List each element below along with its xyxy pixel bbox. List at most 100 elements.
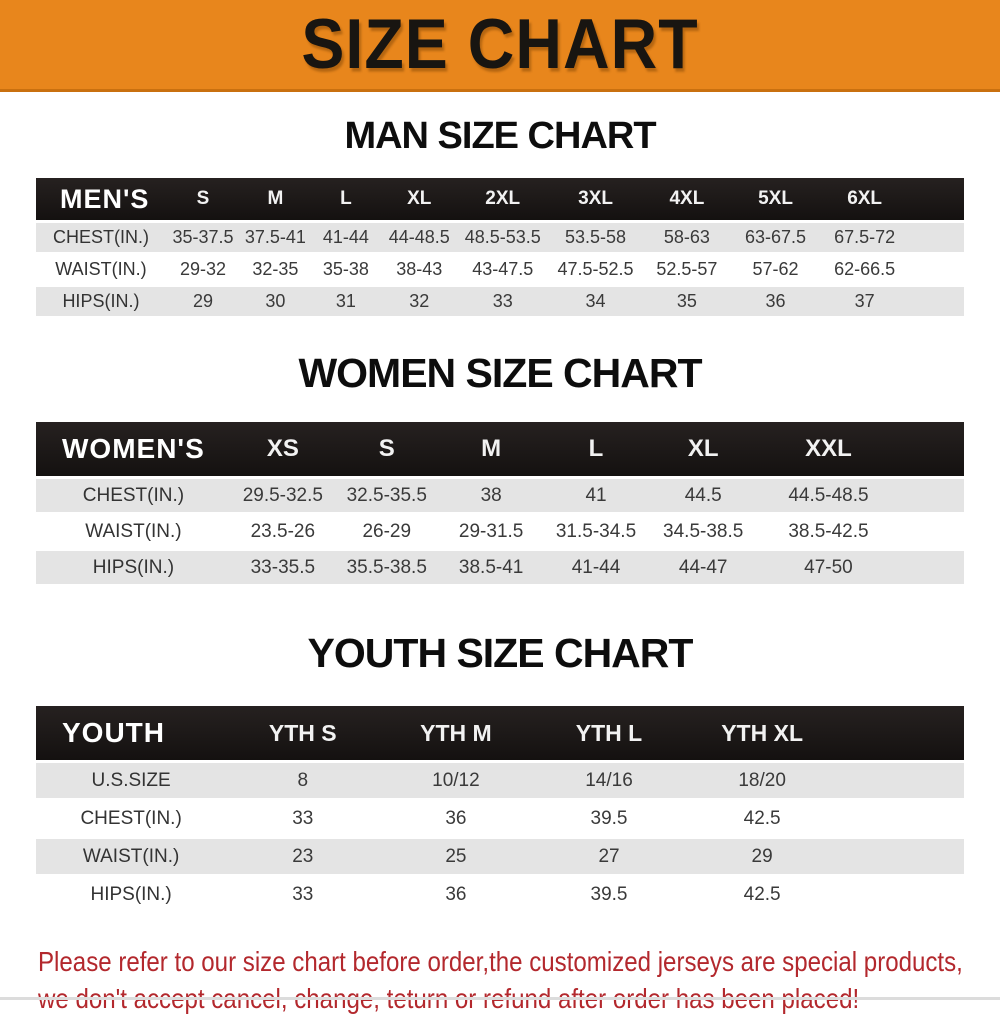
column-header: M (438, 422, 544, 476)
size-value: 23 (226, 839, 380, 874)
table-row: CHEST(IN.) 33 36 39.5 42.5 (36, 801, 964, 836)
column-header: 2XL (457, 178, 549, 220)
women-header-row: WOMEN'S XS S M L XL XXL (36, 422, 964, 476)
size-value: 39.5 (532, 801, 686, 836)
header-spacer (909, 178, 964, 220)
size-value: 32 (381, 287, 458, 316)
size-value: 35.5-38.5 (334, 551, 439, 584)
column-header: 3XL (548, 178, 643, 220)
size-value: 42.5 (685, 877, 839, 912)
row-spacer (909, 255, 964, 284)
column-header: YTH S (226, 706, 380, 760)
row-spacer (838, 763, 964, 798)
size-value: 27 (532, 839, 686, 874)
row-spacer (898, 479, 964, 512)
table-row: CHEST(IN.) 35-37.5 37.5-41 41-44 44-48.5 48.5… (36, 223, 964, 252)
column-header: 5XL (731, 178, 821, 220)
size-value: 29.5-32.5 (230, 479, 335, 512)
size-value: 47.5-52.5 (548, 255, 643, 284)
size-value: 10/12 (379, 763, 533, 798)
size-value: 62-66.5 (820, 255, 910, 284)
size-value: 32.5-35.5 (334, 479, 439, 512)
bottom-edge-divider (0, 997, 1000, 1000)
row-label: CHEST(IN.) (36, 223, 166, 252)
size-value: 41 (543, 479, 649, 512)
size-value: 36 (731, 287, 821, 316)
men-size-table: MEN'S S M L XL 2XL 3XL 4XL 5XL 6XL CHEST(IN.) 35-3… (36, 175, 964, 319)
youth-size-table: YOUTH YTH S YTH M YTH L YTH XL U.S.SIZE 8 10/1… (36, 703, 964, 915)
column-header: S (334, 422, 439, 476)
section-heading-women: WOMEN SIZE CHART (298, 350, 702, 396)
men-header-row: MEN'S S M L XL 2XL 3XL 4XL 5XL 6XL (36, 178, 964, 220)
size-value: 38.5-42.5 (757, 515, 899, 548)
column-header: S (165, 178, 241, 220)
women-size-table: WOMEN'S XS S M L XL XXL CHEST(IN.) 29.5-32.5 32.… (36, 419, 964, 587)
row-spacer (898, 551, 964, 584)
table-row: WAIST(IN.) 23 25 27 29 (36, 839, 964, 874)
size-value: 44-48.5 (381, 223, 458, 252)
size-value: 63-67.5 (731, 223, 821, 252)
banner: SIZE CHART (0, 0, 1000, 92)
row-label: WAIST(IN.) (36, 839, 227, 874)
size-value: 41-44 (310, 223, 382, 252)
row-spacer (838, 801, 964, 836)
column-header: L (310, 178, 382, 220)
size-value: 26-29 (334, 515, 439, 548)
size-value: 8 (226, 763, 380, 798)
size-value: 44.5 (648, 479, 758, 512)
size-value: 44.5-48.5 (757, 479, 899, 512)
row-label: HIPS(IN.) (36, 551, 231, 584)
footer-note: Please refer to our size chart before or… (38, 943, 1000, 1017)
row-spacer (909, 287, 964, 316)
column-header: 4XL (642, 178, 731, 220)
size-value: 57-62 (731, 255, 821, 284)
size-value: 37 (820, 287, 910, 316)
column-header: 6XL (820, 178, 910, 220)
size-value: 36 (379, 801, 533, 836)
size-value: 35-38 (310, 255, 382, 284)
table-row: U.S.SIZE 8 10/12 14/16 18/20 (36, 763, 964, 798)
size-value: 43-47.5 (457, 255, 549, 284)
size-value: 31 (310, 287, 382, 316)
column-header: YTH L (532, 706, 686, 760)
size-value: 53.5-58 (548, 223, 643, 252)
size-value: 44-47 (648, 551, 758, 584)
size-value: 25 (379, 839, 533, 874)
size-value: 58-63 (642, 223, 731, 252)
column-header: M (240, 178, 311, 220)
size-value: 38 (438, 479, 544, 512)
row-label: CHEST(IN.) (36, 801, 227, 836)
column-header: XL (381, 178, 458, 220)
size-value: 33 (226, 801, 380, 836)
row-spacer (898, 515, 964, 548)
table-row: HIPS(IN.) 33 36 39.5 42.5 (36, 877, 964, 912)
size-value: 36 (379, 877, 533, 912)
size-value: 41-44 (543, 551, 649, 584)
table-title: MEN'S (36, 178, 166, 220)
table-title: WOMEN'S (36, 422, 231, 476)
header-spacer (838, 706, 964, 760)
row-spacer (909, 223, 964, 252)
row-label: HIPS(IN.) (36, 287, 166, 316)
size-value: 35-37.5 (165, 223, 241, 252)
size-value: 47-50 (757, 551, 899, 584)
size-value: 33 (457, 287, 549, 316)
section-heading-man: MAN SIZE CHART (344, 115, 656, 157)
table-row: CHEST(IN.) 29.5-32.5 32.5-35.5 38 41 44.5 44.5… (36, 479, 964, 512)
size-value: 29-31.5 (438, 515, 544, 548)
size-value: 37.5-41 (240, 223, 311, 252)
size-value: 67.5-72 (820, 223, 910, 252)
page-title: SIZE CHART (301, 5, 699, 84)
size-value: 29-32 (165, 255, 241, 284)
size-value: 52.5-57 (642, 255, 731, 284)
column-header: YTH M (379, 706, 533, 760)
table-row: HIPS(IN.) 29 30 31 32 33 34 35 36 37 (36, 287, 964, 316)
size-value: 33 (226, 877, 380, 912)
row-spacer (838, 839, 964, 874)
row-label: U.S.SIZE (36, 763, 227, 798)
size-value: 29 (165, 287, 241, 316)
size-value: 38.5-41 (438, 551, 544, 584)
youth-header-row: YOUTH YTH S YTH M YTH L YTH XL (36, 706, 964, 760)
table-title: YOUTH (36, 706, 227, 760)
size-value: 23.5-26 (230, 515, 335, 548)
